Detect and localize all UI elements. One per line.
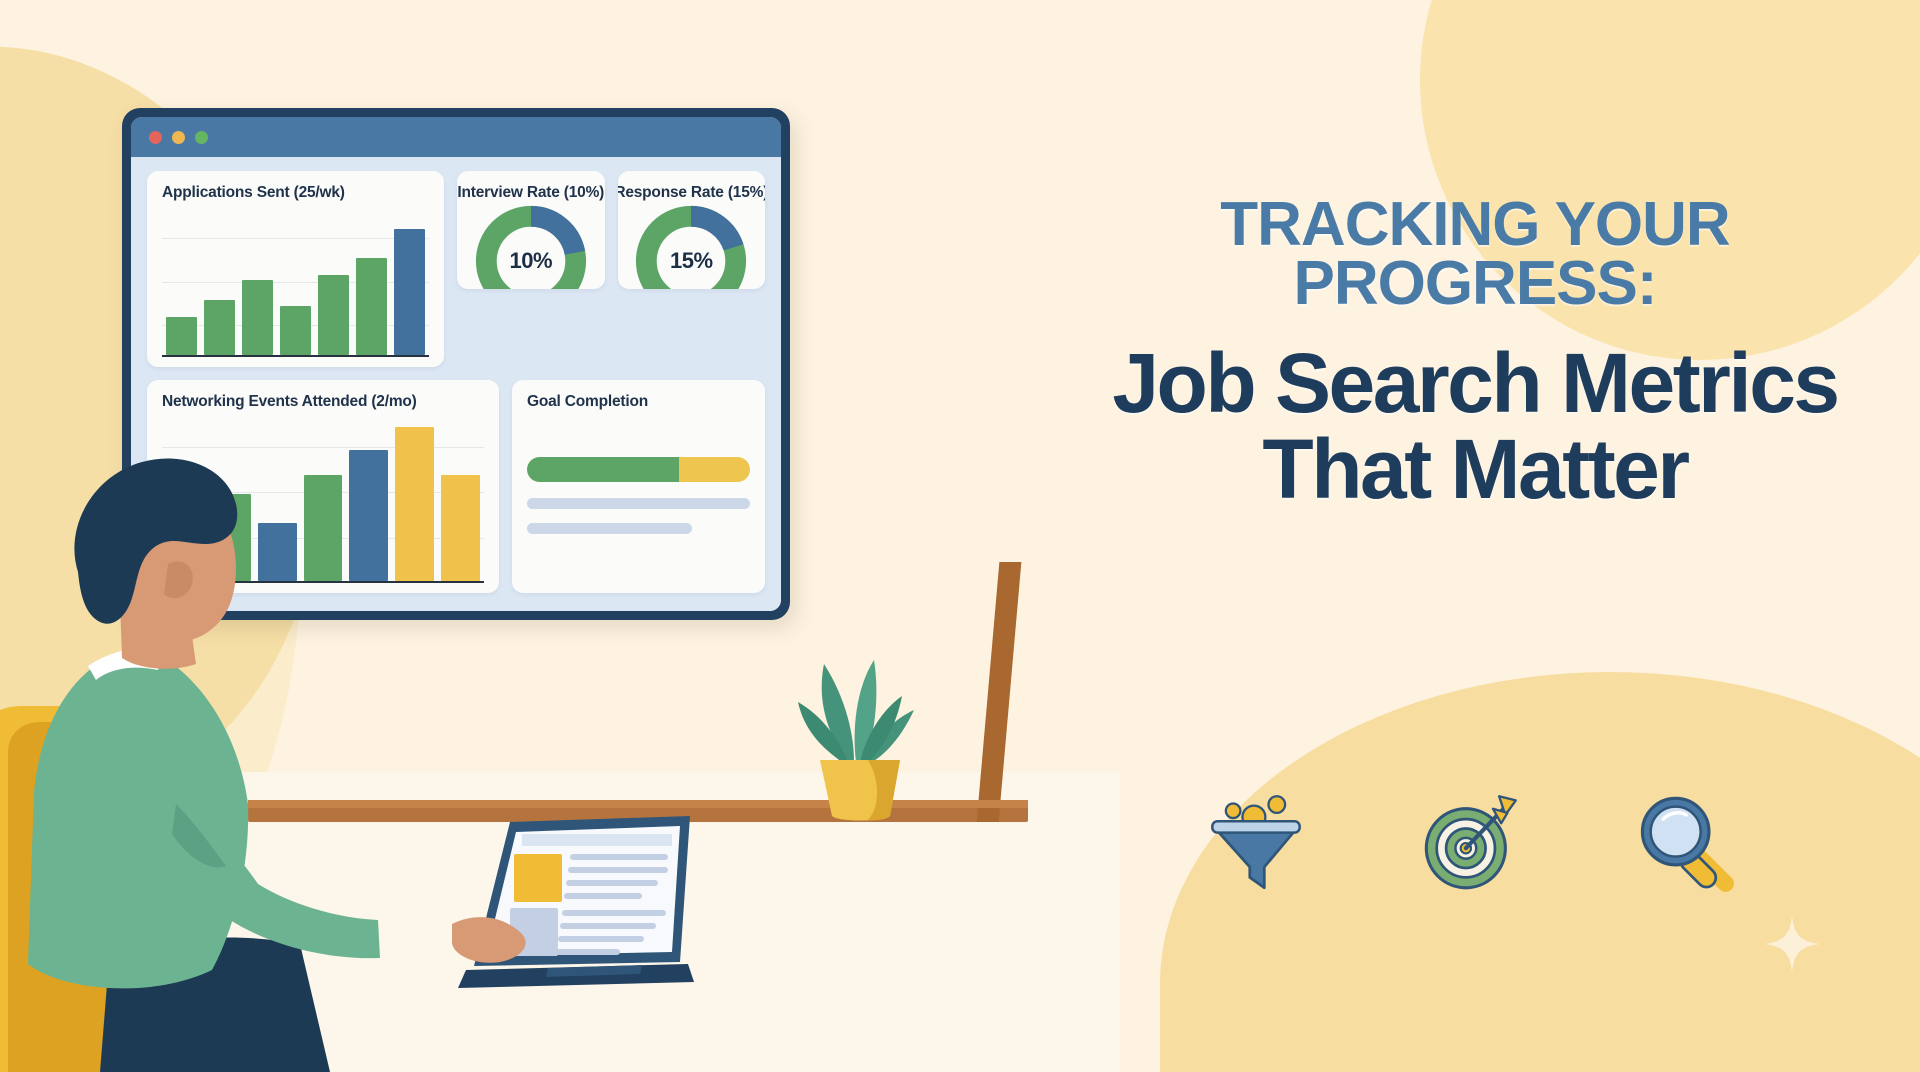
potted-plant [798, 660, 914, 821]
card-title-goal-completion: Goal Completion [527, 393, 649, 410]
person-ear [164, 561, 193, 599]
bar [441, 475, 481, 581]
applications-bar-chart [162, 212, 429, 357]
person-arm [162, 802, 380, 959]
card-title-response-rate: Response Rate (15%) [617, 184, 766, 201]
bar [349, 449, 389, 581]
response-donut-holder: 15% [633, 202, 751, 289]
applications-axis [162, 354, 429, 357]
person-sweater [28, 648, 249, 989]
laptop-screen-header [522, 834, 672, 846]
bar [280, 306, 311, 355]
applications-bars [162, 212, 429, 355]
placeholder-line [527, 497, 750, 509]
interview-donut-value: 10% [509, 248, 553, 273]
person-hand [452, 917, 526, 963]
card-title-applications-sent: Applications Sent (25/wk) [162, 184, 345, 201]
goal-progress-fill [527, 456, 679, 482]
funnel-icon [1211, 795, 1301, 890]
laptop [452, 816, 694, 988]
response-donut-svg [636, 205, 747, 289]
hero-eyebrow: Tracking Your Progress: [1220, 190, 1730, 318]
close-dot[interactable] [149, 130, 162, 144]
metric-icon-row [1190, 790, 1750, 894]
sparkle-icon [1764, 916, 1820, 972]
laptop-screen-image [514, 854, 562, 902]
laptop-screen-text-lines [556, 854, 668, 955]
page-title: Job Search Metrics That Matter [1112, 335, 1840, 517]
card-response-rate[interactable]: Response Rate (15%) 15% [617, 171, 766, 289]
window-titlebar [131, 117, 781, 157]
interview-donut-chart: 10% [472, 202, 590, 289]
goal-progress-area [527, 411, 750, 583]
laptop-trackpad [546, 965, 642, 977]
plant-leaves [798, 660, 914, 762]
card-goal-completion[interactable]: Goal Completion [512, 380, 765, 593]
person-hair [74, 458, 238, 624]
bar [356, 257, 387, 355]
plant-pot-shadow [868, 760, 900, 821]
bar [318, 274, 349, 355]
person-at-desk [0, 458, 380, 1072]
card-interview-rate[interactable]: Interview Rate (10%) 10% [457, 171, 605, 289]
maximize-dot[interactable] [195, 130, 208, 144]
dashboard-row-top: Applications Sent (25/wk) Interview Rate… [147, 171, 765, 367]
placeholder-line [527, 522, 693, 534]
target-icon [1424, 795, 1517, 890]
bar [257, 523, 297, 581]
minimize-dot[interactable] [172, 130, 185, 144]
magnifier-icon [1640, 796, 1734, 892]
person-arm-shadow [172, 804, 226, 868]
card-title-interview-rate: Interview Rate (10%) [457, 184, 605, 201]
dashboard-window[interactable]: Applications Sent (25/wk) Interview Rate… [122, 108, 790, 620]
interview-donut-svg [475, 205, 586, 289]
goal-progress-track [527, 456, 750, 482]
networking-axis [162, 580, 484, 583]
bar [242, 280, 273, 355]
response-donut-value: 15% [669, 248, 713, 273]
bar [394, 229, 425, 355]
interview-donut-holder: 10% [472, 202, 590, 289]
bar [303, 475, 343, 581]
response-donut-chart: 15% [632, 202, 750, 289]
card-applications-sent[interactable]: Applications Sent (25/wk) [147, 171, 444, 367]
bar [204, 300, 235, 355]
card-title-networking-events: Networking Events Attended (2/mo) [162, 393, 417, 410]
bar [395, 427, 435, 581]
hero-text-column: Tracking Your Progress: Job Search Metri… [1090, 190, 1860, 517]
dashboard-window-inner: Applications Sent (25/wk) Interview Rate… [131, 117, 781, 611]
bar [166, 317, 197, 355]
